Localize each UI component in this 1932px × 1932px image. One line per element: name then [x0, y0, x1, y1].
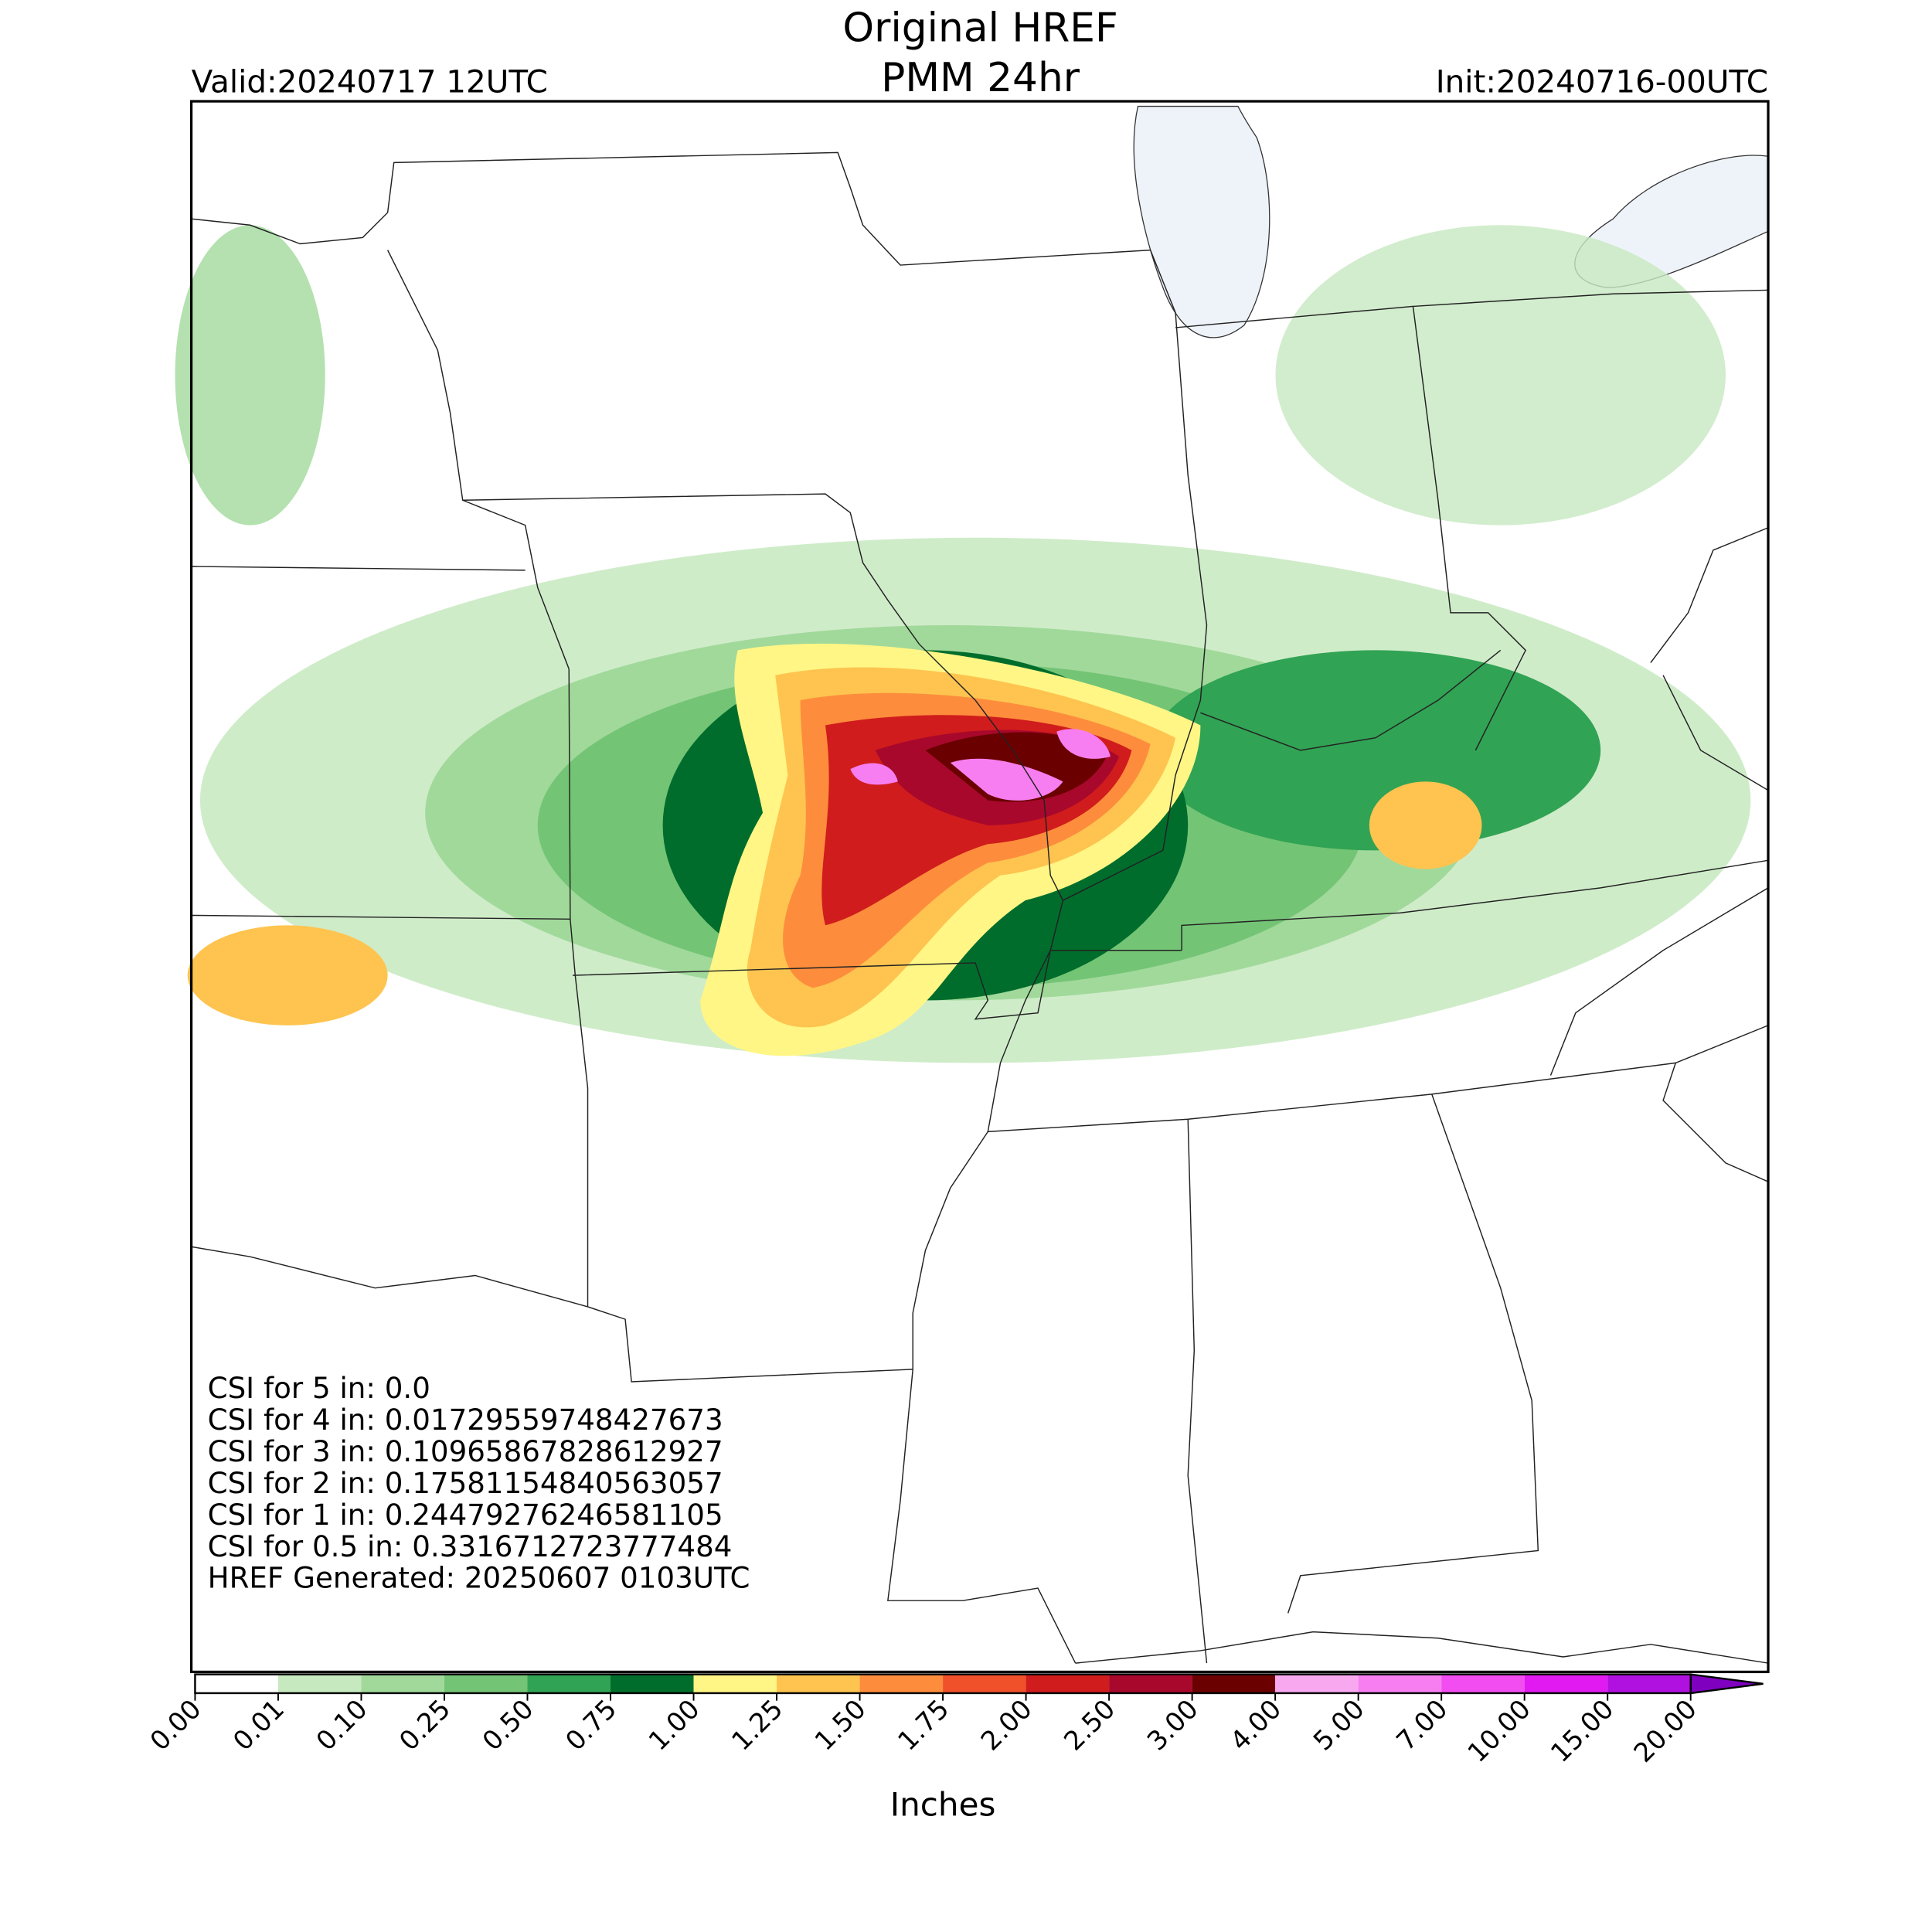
colorbar-extension [1689, 1673, 1764, 1695]
stat-line: CSI for 2 in: 0.17581154840563057 [208, 1466, 723, 1500]
stat-line: HREF Generated: 20250607 0103UTC [208, 1561, 750, 1595]
colorbar-tick-label: 1.50 [809, 1694, 872, 1757]
colorbar-tick-label: 0.25 [393, 1694, 457, 1757]
init-time: Init:20240716-00UTC [1436, 63, 1768, 100]
colorbar-tick-label: 1.25 [726, 1694, 789, 1757]
state-borders [191, 151, 1769, 1664]
colorbar-tick-label: 0.10 [311, 1694, 374, 1757]
colorbar-segment [1524, 1674, 1608, 1693]
colorbar-tick-label: 20.00 [1628, 1694, 1703, 1769]
stat-line: CSI for 4 in: 0.01729559748427673 [208, 1403, 723, 1437]
colorbar-segment [361, 1674, 444, 1693]
colorbar-tick-label: 0.50 [477, 1694, 540, 1757]
colorbar-segment [693, 1674, 777, 1693]
colorbar-tick-label: 1.00 [643, 1694, 706, 1757]
colorbar-segment [1109, 1674, 1192, 1693]
colorbar-tick-label: 0.00 [145, 1694, 208, 1757]
colorbar-label: Inches [890, 1786, 996, 1824]
colorbar-segment [527, 1674, 611, 1693]
colorbar-tick-label: 7.00 [1390, 1694, 1454, 1757]
colorbar-segment [1275, 1674, 1359, 1693]
stat-line: CSI for 5 in: 0.0 [208, 1371, 430, 1405]
colorbar-segment [611, 1674, 694, 1693]
stat-line: CSI for 0.5 in: 0.3316712723777484 [208, 1529, 733, 1563]
colorbar-tick-label: 4.00 [1224, 1694, 1287, 1757]
colorbar-segment [195, 1674, 278, 1693]
colorbar-tick-label: 2.50 [1058, 1694, 1121, 1757]
colorbar-segment [1026, 1674, 1110, 1693]
colorbar-tick-label: 15.00 [1545, 1694, 1620, 1769]
valid-time: Valid:20240717 12UTC [192, 63, 548, 100]
colorbar-tick-label: 10.00 [1462, 1694, 1537, 1769]
stat-line: CSI for 3 in: 0.10965867828612927 [208, 1434, 723, 1468]
colorbar-tick-label: 5.00 [1308, 1694, 1371, 1757]
map-frame [189, 100, 1770, 1674]
lake-michigan [1133, 105, 1270, 338]
subtitle: PMM 24hr [881, 55, 1080, 101]
colorbar-tick-label: 3.00 [1141, 1694, 1205, 1757]
title: Original HREF [842, 5, 1117, 51]
colorbar-segment [1192, 1674, 1276, 1693]
colorbar-tick-label: 0.01 [227, 1694, 291, 1757]
colorbar-segment [1607, 1674, 1691, 1693]
colorbar-tick-label: 1.75 [892, 1694, 955, 1757]
colorbar-segment [859, 1674, 944, 1693]
colorbar-segment [1358, 1674, 1442, 1693]
colorbar-segment [943, 1674, 1026, 1693]
map [175, 100, 1770, 1674]
colorbar-tick-label: 2.00 [975, 1694, 1039, 1757]
stat-line: CSI for 1 in: 0.24479276246581105 [208, 1498, 723, 1532]
colorbar-segment [1441, 1674, 1525, 1693]
colorbar: 0.00 0.01 0.10 0.25 0.50 0.75 1.00 1.25 1.50 1.75… [145, 1673, 1764, 1769]
colorbar-segment [444, 1674, 528, 1693]
colorbar-segment [777, 1674, 860, 1693]
precipitation [175, 225, 1751, 1063]
colorbar-tick-label: 0.75 [560, 1694, 623, 1757]
colorbar-segment [277, 1674, 362, 1693]
